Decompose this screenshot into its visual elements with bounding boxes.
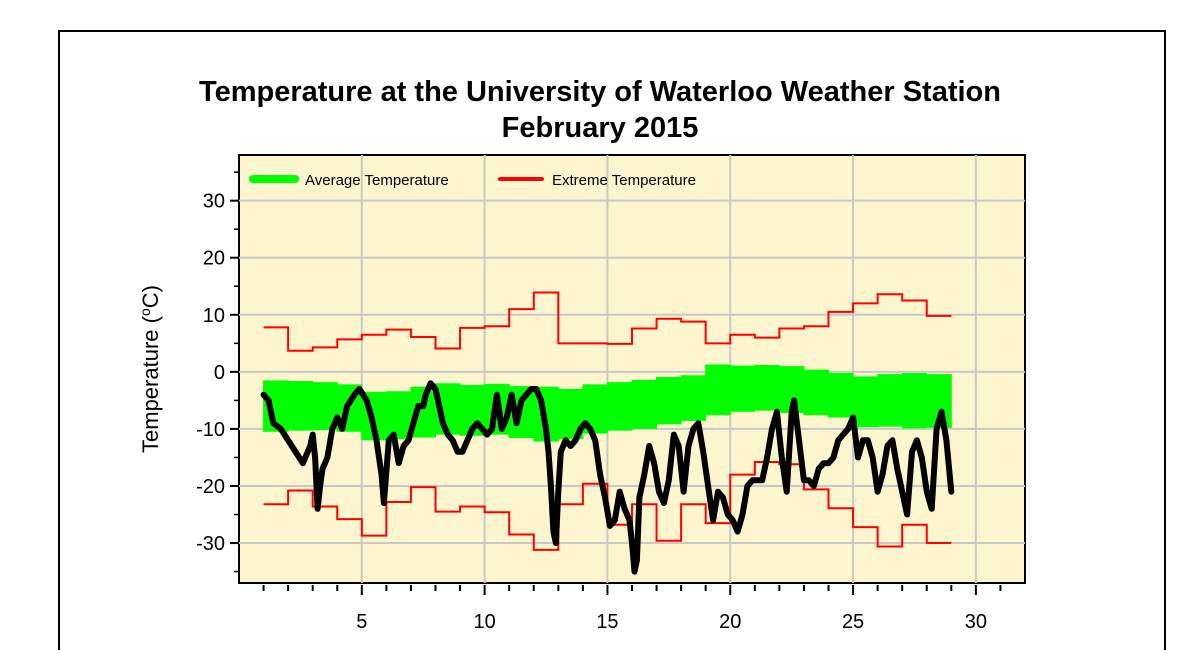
figure-frame: [58, 30, 1166, 650]
y-tick-label--10: -10: [196, 419, 225, 441]
y-axis-label: Temperature (oC): [137, 285, 163, 453]
average-band-day-6: [385, 391, 412, 440]
x-tick-label-20: 20: [719, 611, 741, 630]
y-tick-label-10: 10: [203, 305, 225, 327]
legend-label-extreme: Extreme Temperature: [552, 172, 696, 189]
y-tick-label--20: -20: [196, 476, 225, 498]
average-band-day-27: [901, 372, 928, 429]
average-band-day-21: [754, 365, 780, 411]
average-band-day-26: [877, 374, 903, 427]
chart-subtitle: February 2015: [501, 112, 699, 144]
hourly-temperature-line: [260, 380, 955, 575]
x-tick-label-10: 10: [474, 611, 496, 630]
chart-title: Temperature at the University of Waterlo…: [199, 76, 1001, 108]
axes: 30 20 10 0 -10 -20 -30 5 10 15 20 25 30: [196, 171, 1002, 630]
average-band-day-24: [828, 372, 854, 418]
y-tick-label-30: 30: [203, 191, 225, 213]
average-band-day-20: [729, 365, 756, 412]
x-tick-label-15: 15: [596, 611, 618, 630]
average-band-day-25: [852, 376, 879, 428]
average-band-day-17: [656, 376, 682, 425]
legend-label-average: Average Temperature: [305, 172, 449, 189]
temperature-chart: 30 20 10 0 -10 -20 -30 5 10 15 20 25 30 Average Temp…: [137, 154, 1026, 630]
average-band-day-23: [803, 369, 829, 416]
x-tick-label-5: 5: [356, 611, 367, 630]
average-band-day-18: [680, 375, 707, 421]
y-tick-label-0: 0: [214, 362, 225, 384]
legend: Average Temperature Extreme Temperature: [249, 172, 696, 189]
x-tick-label-25: 25: [842, 611, 864, 630]
average-band-day-15: [606, 382, 633, 431]
average-band-day-19: [705, 364, 731, 416]
average-band-day-16: [631, 379, 658, 429]
y-tick-label--30: -30: [196, 533, 225, 555]
y-tick-label-20: 20: [203, 248, 225, 270]
hourly-temperature-path: [260, 380, 955, 575]
extreme-max-line: [263, 291, 952, 352]
average-band-day-2: [287, 380, 314, 431]
x-tick-label-30: 30: [965, 611, 987, 630]
